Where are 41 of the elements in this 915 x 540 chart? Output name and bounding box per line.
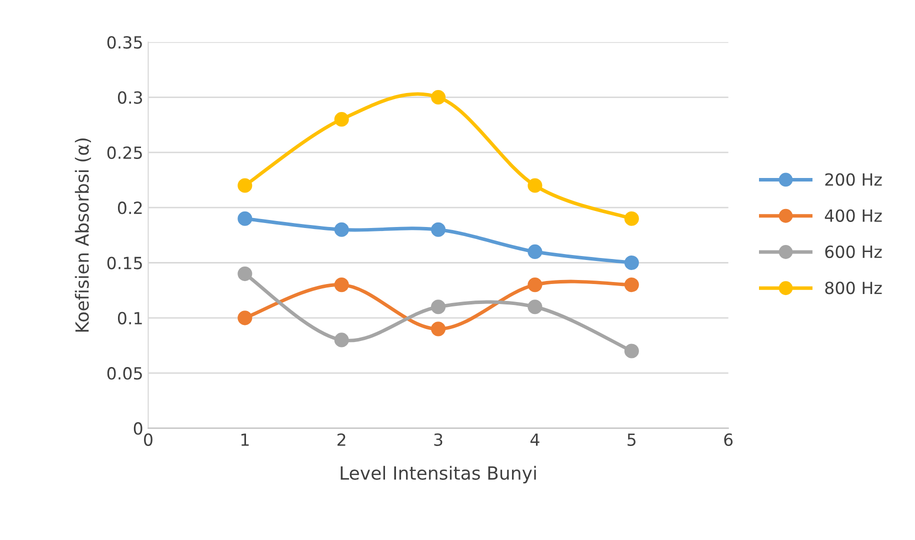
point [238,266,252,282]
legend-label: 600 Hz [825,245,882,258]
point [528,300,542,314]
legend-label: 200 Hz [825,173,882,186]
point [624,344,639,358]
point [528,244,542,259]
y-tick-label: 0.3 [118,91,142,104]
point [334,112,349,127]
x-tick-label: 6 [724,433,733,446]
y-tick-label: 0.1 [118,312,142,324]
y-tick-label: 0.25 [107,146,142,160]
y-tick-label: 0.05 [107,367,142,380]
y-tick-label: 0.15 [107,256,142,270]
legend-label: 400 Hz [824,209,882,222]
x-tick-label: 5 [628,434,636,446]
legend-label: 800 Hz [825,282,882,294]
point [334,332,349,348]
point [238,310,252,326]
point [334,278,349,292]
point [624,211,639,226]
x-tick-label: 2 [338,433,346,446]
point [528,178,542,193]
point [624,278,639,292]
point [624,255,639,270]
x-tick-label: 0 [144,433,152,446]
x-tick-label: 1 [241,434,249,446]
x-tick-label: 3 [434,433,442,446]
point [431,300,446,314]
y-axis-title: Koefisien Absorbsi (α) [74,138,91,332]
point [238,211,252,226]
point [431,90,446,105]
point [431,222,446,237]
y-tick-label: 0.35 [107,36,142,49]
x-tick-label: 4 [530,434,540,446]
y-tick-label: 0.2 [118,202,142,214]
point [334,222,349,237]
point [528,278,542,292]
y-tick-label: 0 [134,422,142,435]
point [238,178,252,193]
point [431,322,446,336]
x-axis-title: Level Intensitas Bunyi [340,466,536,484]
